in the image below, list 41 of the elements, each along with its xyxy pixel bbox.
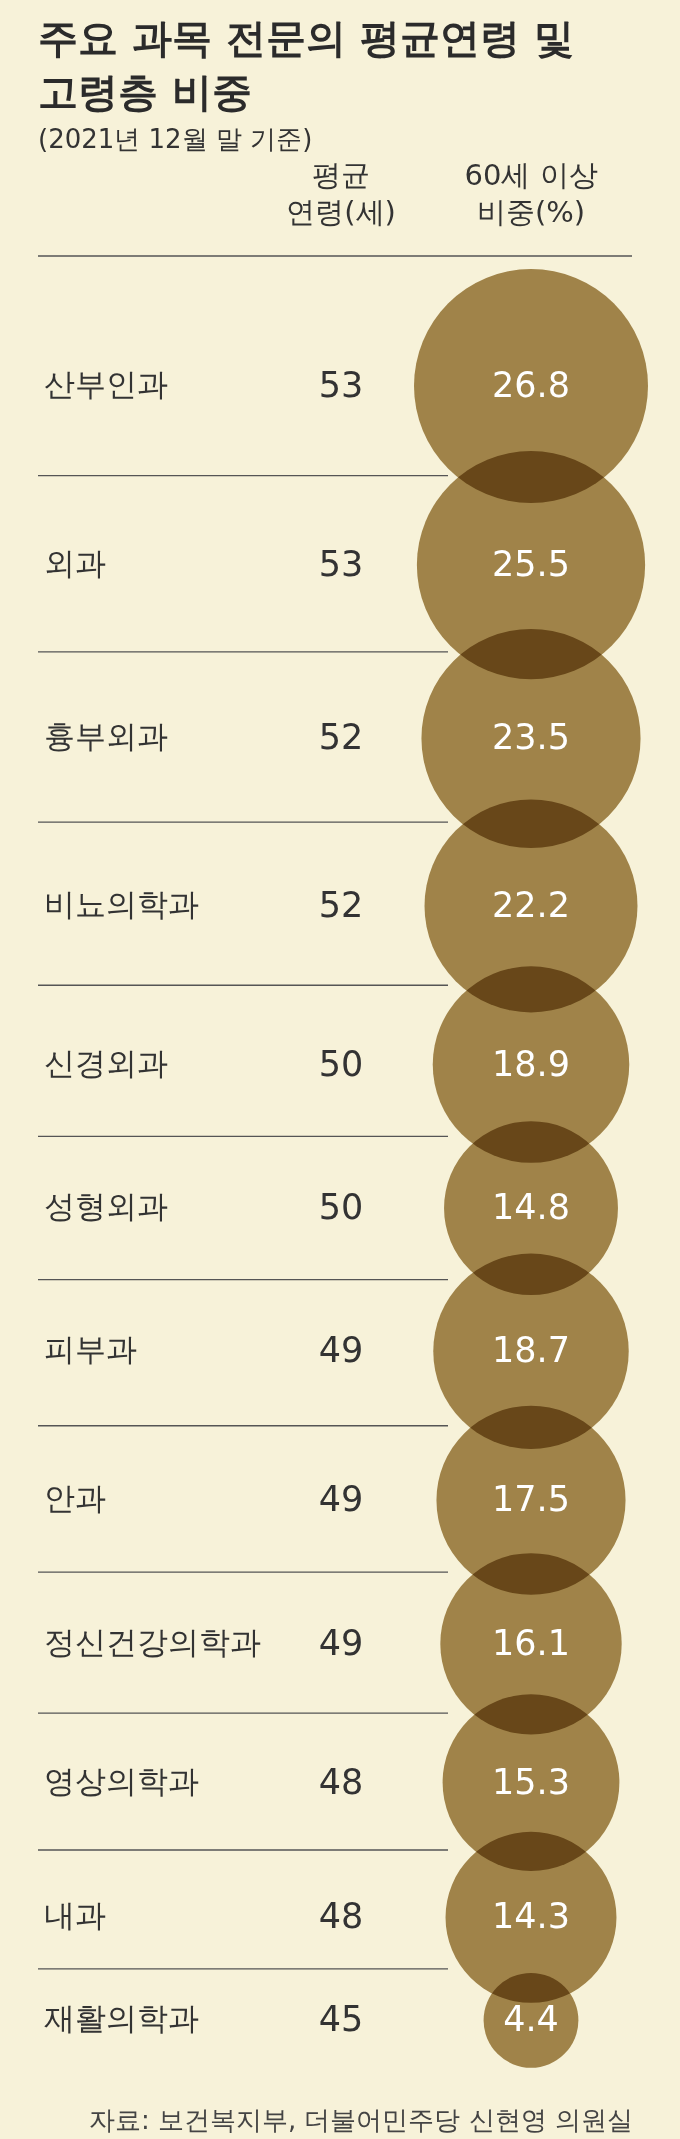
data-label: 4.4 (503, 1999, 559, 2040)
text: 자료: 보건복지부, 더불어민주당 신현영 의원실 (88, 2105, 633, 2135)
series-label: 60세 이상 비중(%) (464, 158, 598, 229)
data-label: 49 (318, 1330, 364, 1371)
data-label: 17.5 (492, 1479, 570, 1520)
data-label: 14.8 (492, 1187, 570, 1228)
data-label: 50 (318, 1043, 364, 1084)
category-label: 성형외과 (44, 1188, 168, 1225)
data-label: 25.5 (492, 544, 570, 585)
data-label: 48 (318, 1761, 364, 1802)
data-label: 15.3 (492, 1761, 570, 1802)
category-label: 신경외과 (44, 1044, 168, 1081)
data-label: 52 (318, 717, 364, 758)
category-label: 영상의학과 (44, 1762, 199, 1799)
data-label: 14.3 (492, 1896, 570, 1937)
data-label: 26.8 (492, 365, 570, 405)
data-label: 50 (318, 1187, 364, 1228)
data-label: 16.1 (492, 1622, 570, 1663)
legend-label: 평균 연령(세) (286, 158, 396, 229)
data-label: 18.9 (492, 1043, 570, 1084)
data-label: 53 (318, 544, 364, 585)
category-label: 안과 (44, 1480, 106, 1517)
text: (2021년 12월 말 기준) (38, 124, 313, 154)
data-label: 49 (318, 1622, 364, 1663)
data-label: 52 (318, 884, 364, 925)
data-label: 48 (318, 1896, 364, 1937)
data-label: 22.2 (492, 884, 570, 925)
data-label: 49 (318, 1479, 364, 1520)
category-label: 내과 (44, 1897, 106, 1934)
category-label: 산부인과 (44, 366, 168, 402)
category-label: 흉부외과 (44, 718, 168, 755)
category-label: 외과 (44, 545, 106, 582)
data-label: 45 (318, 1999, 364, 2040)
data-label: 18.7 (492, 1330, 570, 1371)
data-label: 23.5 (492, 717, 570, 758)
data-label: 53 (318, 365, 364, 405)
category-label: 재활의학과 (44, 2000, 199, 2037)
category-label: 피부과 (44, 1331, 137, 1368)
category-label: 비뇨의학과 (44, 885, 199, 922)
text: 주요 과목 전문의 평균연령 및 고령층 비중 (38, 15, 574, 115)
category-label: 정신건강의학과 (44, 1623, 261, 1660)
